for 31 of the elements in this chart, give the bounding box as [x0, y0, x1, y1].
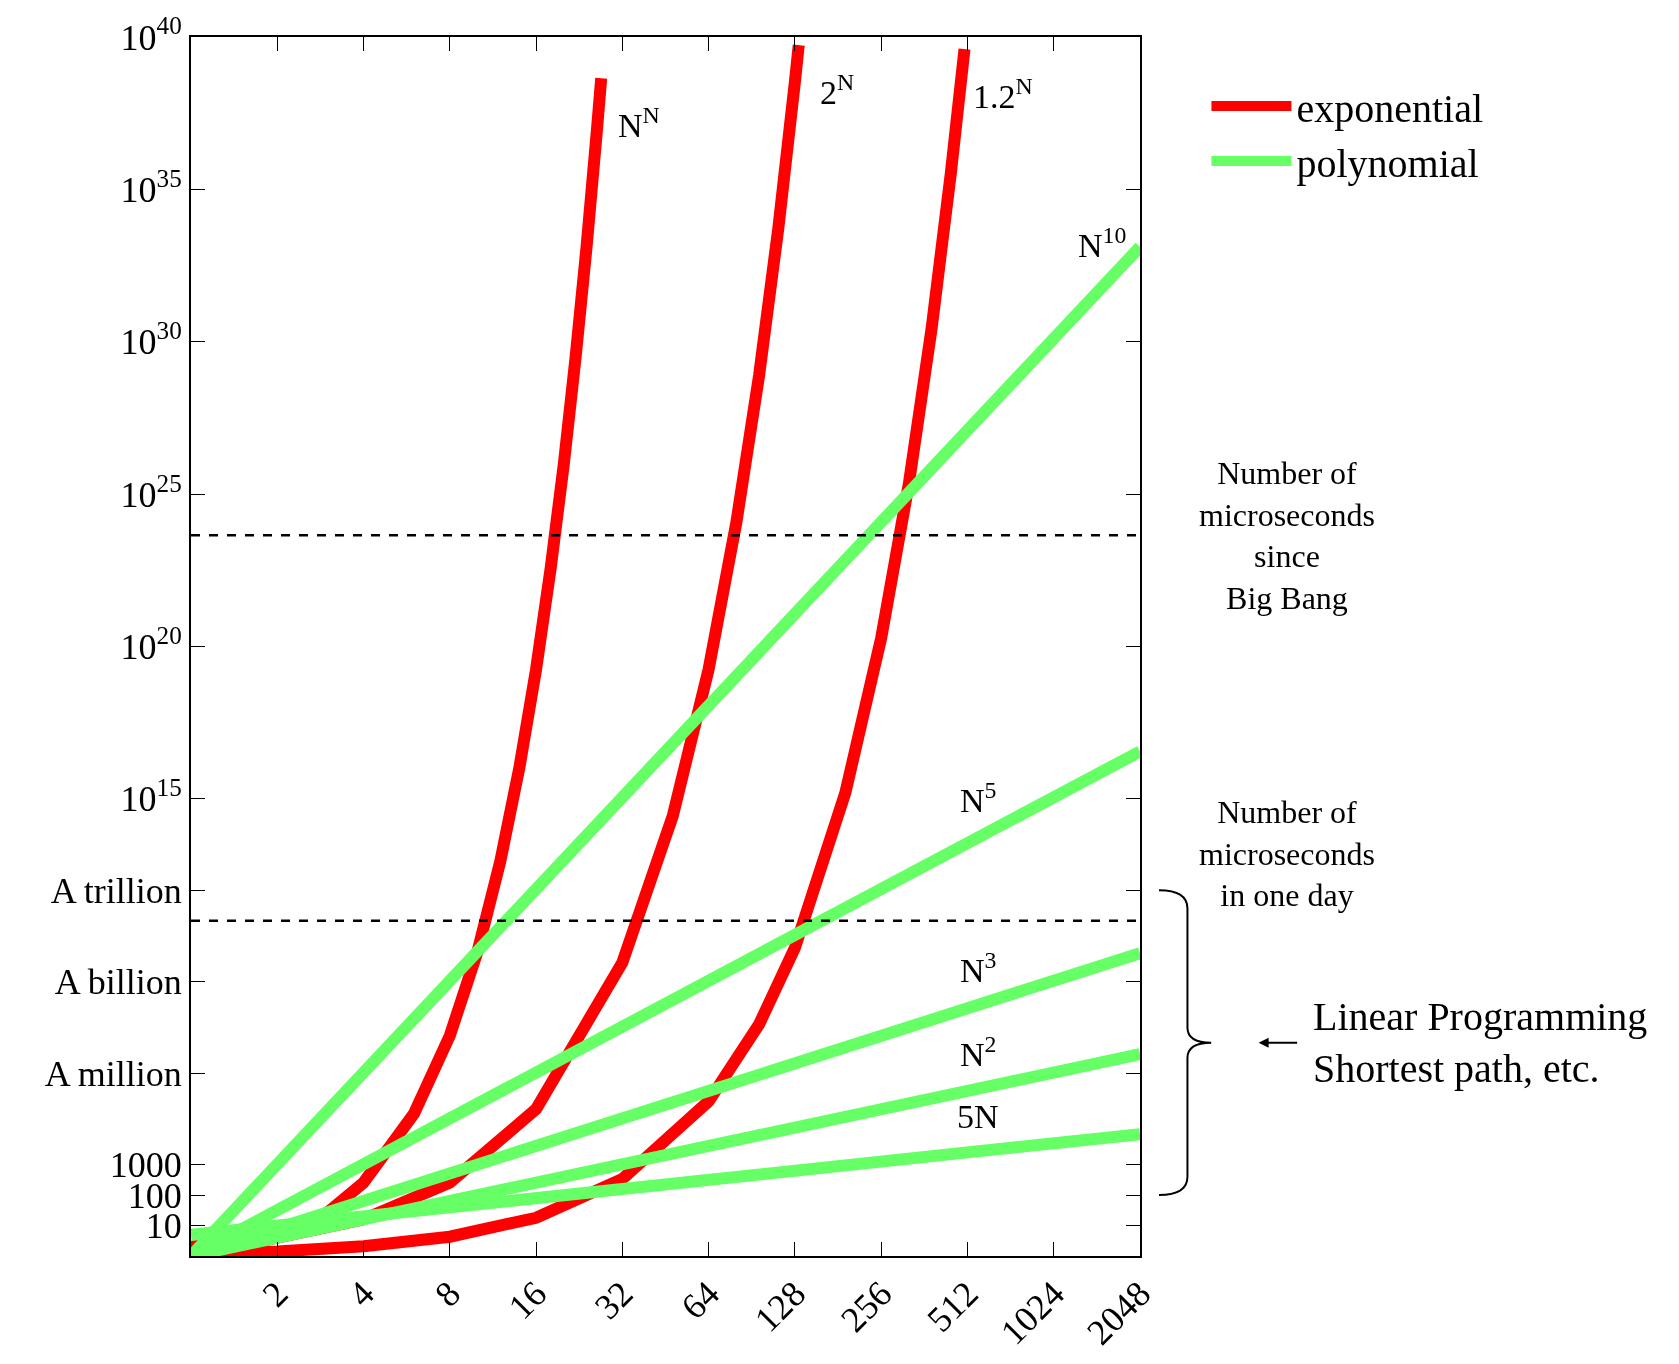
x-tick-label: 256: [833, 1273, 900, 1340]
text: Linear Programming Shortest path, etc.: [1313, 994, 1648, 1091]
y-tick-label: 10$^{20}$: [120, 621, 182, 668]
y-tick-label: 10$^{30}$: [120, 317, 182, 363]
y-tick-label: 10$^{40}$: [120, 12, 182, 58]
annotation: 1.2$^{N}$: [973, 73, 1033, 116]
ref-line-label: Number of microseconds in one day: [1199, 794, 1375, 914]
legend-label: exponential: [1296, 85, 1484, 131]
y-tick-label: A trillion: [50, 870, 182, 911]
x-tick-label: 32: [587, 1273, 641, 1328]
legend-label: polynomial: [1296, 140, 1479, 186]
annotation: N$^{N}$: [618, 102, 660, 145]
y-tick-label: 10$^{35}$: [120, 164, 182, 210]
x-tick-label: 128: [746, 1273, 814, 1340]
y-tick-label: 10$^{25}$: [120, 469, 182, 515]
annotation: N$^{2}$: [960, 1031, 997, 1074]
y-tick-label: A million: [44, 1053, 182, 1094]
x-tick-label: 512: [919, 1273, 986, 1340]
y-tick-label: 10$^{15}$: [120, 774, 182, 820]
annotation: 2$^{N}$: [820, 69, 855, 112]
ref-line-label: Number of microseconds since Big Bang: [1199, 455, 1375, 616]
y-tick-label: A billion: [54, 962, 182, 1003]
x-tick-label: 16: [500, 1273, 555, 1328]
annotation: N$^{5}$: [960, 777, 997, 820]
x-tick-label: 2: [254, 1273, 296, 1315]
annotation: N$^{3}$: [960, 947, 997, 990]
x-tick-label: 4: [340, 1273, 382, 1315]
x-tick-label: 8: [427, 1273, 469, 1315]
annotation: 5N: [957, 1098, 999, 1135]
x-tick-label: 64: [673, 1273, 728, 1328]
annotation: N$^{10}$: [1078, 222, 1127, 265]
